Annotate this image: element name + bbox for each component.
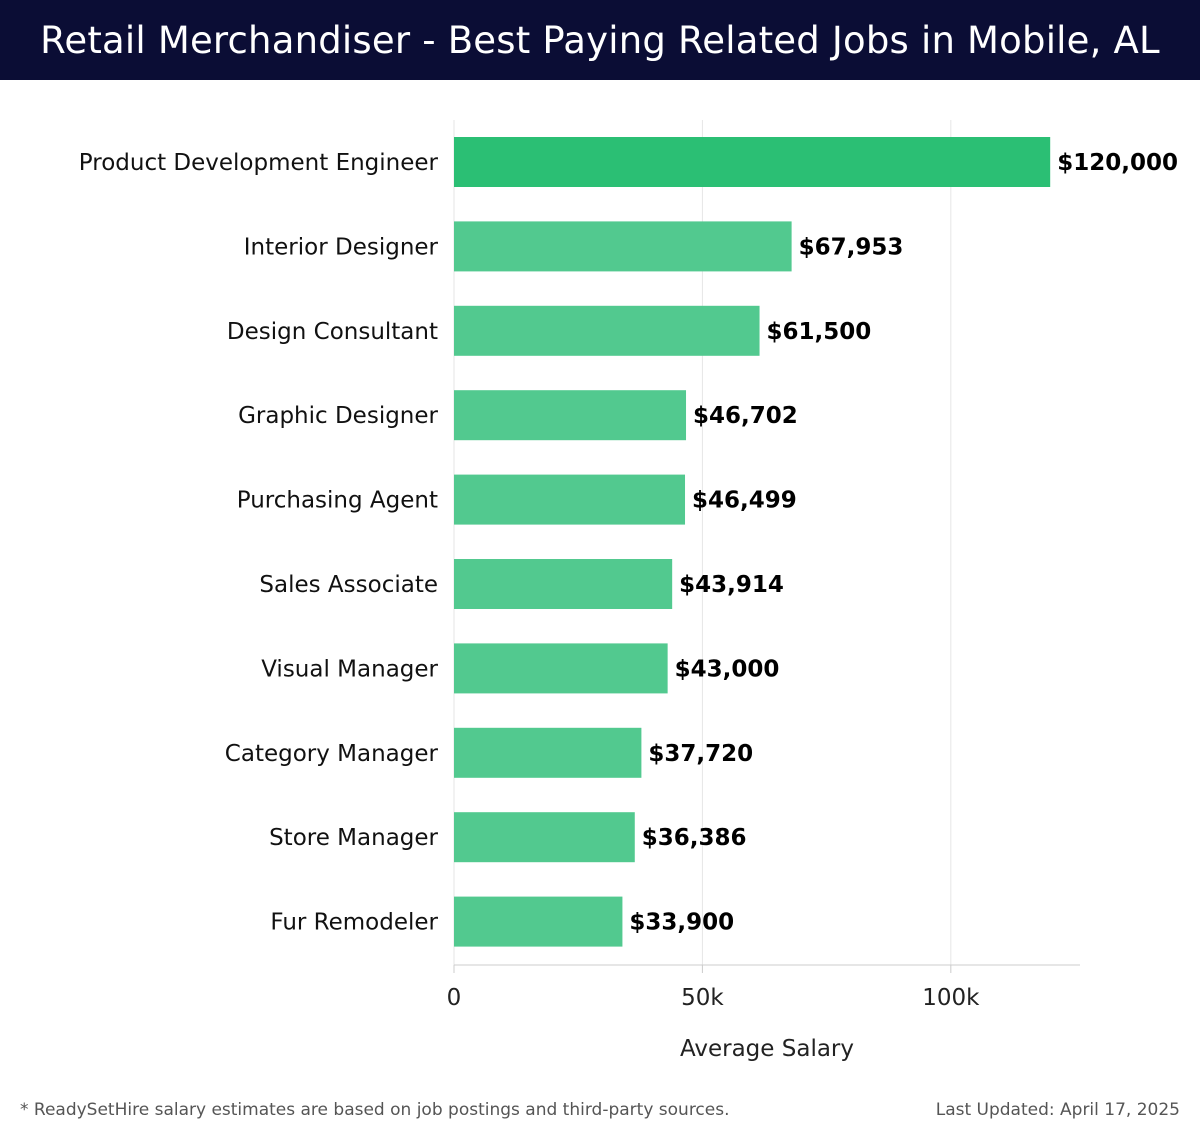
category-label-6: Visual Manager — [261, 656, 438, 682]
category-label-5: Sales Associate — [259, 572, 438, 598]
value-label-5: $43,914 — [679, 572, 784, 598]
category-labels: Product Development Engineer Interior Des… — [79, 150, 439, 936]
category-label-9: Fur Remodeler — [270, 910, 438, 936]
footer-note: * ReadySetHire salary estimates are base… — [20, 1100, 730, 1120]
last-updated: Last Updated: April 17, 2025 — [935, 1100, 1180, 1120]
tick-label-2: 100k — [922, 985, 980, 1011]
value-label-1: $67,953 — [799, 234, 904, 260]
x-axis-label: Average Salary — [680, 1036, 854, 1062]
value-label-0: $120,000 — [1057, 150, 1178, 176]
category-label-7: Category Manager — [225, 741, 439, 767]
category-label-0: Product Development Engineer — [79, 150, 439, 176]
bar-5 — [454, 559, 673, 609]
tick-label-1: 50k — [681, 985, 724, 1011]
bar-8 — [454, 812, 635, 863]
value-label-2: $61,500 — [767, 319, 872, 345]
bar-7 — [454, 727, 642, 778]
chart-header: Retail Merchandiser - Best Paying Relate… — [0, 0, 1200, 80]
value-label-4: $46,499 — [692, 488, 797, 514]
tick-label-0: 0 — [447, 985, 462, 1011]
bar-3 — [454, 390, 687, 441]
value-label-7: $37,720 — [648, 741, 753, 767]
category-label-1: Interior Designer — [244, 234, 439, 260]
value-label-8: $36,386 — [642, 825, 747, 851]
bar-0 — [454, 137, 1051, 187]
category-label-2: Design Consultant — [227, 319, 438, 345]
chart-title: Retail Merchandiser - Best Paying Relate… — [40, 18, 1160, 62]
category-label-4: Purchasing Agent — [237, 488, 438, 514]
bar-6 — [454, 643, 668, 694]
x-axis-ticks: 0 50k 100k — [447, 965, 980, 1011]
bar-4 — [454, 474, 686, 525]
value-label-9: $33,900 — [629, 910, 734, 936]
bar-2 — [454, 305, 760, 356]
bar-9 — [454, 896, 623, 947]
category-label-8: Store Manager — [269, 825, 438, 851]
value-label-6: $43,000 — [675, 656, 780, 682]
value-label-3: $46,702 — [693, 403, 798, 429]
bar-1 — [454, 221, 792, 272]
category-label-3: Graphic Designer — [238, 403, 438, 429]
value-labels: $120,000 $67,953 $61,500 $46,702 $46,499 $43,… — [629, 150, 1178, 936]
bars — [454, 137, 1051, 947]
salary-bar-chart: Product Development Engineer Interior Des… — [79, 120, 1178, 1062]
